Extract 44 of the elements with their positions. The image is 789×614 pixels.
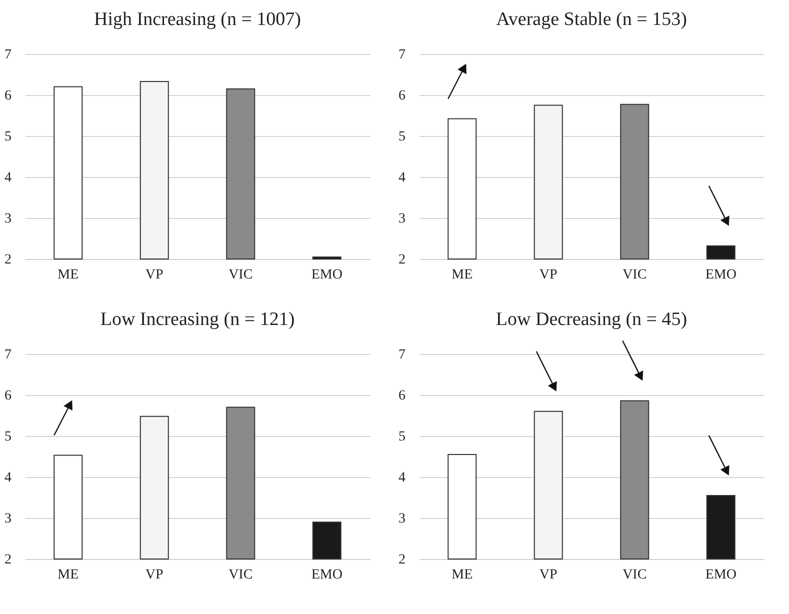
x-tick-label: VP	[539, 568, 558, 582]
chart-title: Low Decreasing (n = 45)	[496, 309, 688, 330]
x-tick-label: VP	[539, 268, 558, 282]
y-tick-label: 3	[398, 212, 406, 226]
x-tick-label: VIC	[228, 568, 253, 582]
y-tick-label: 4	[4, 170, 12, 186]
x-tick-label: ME	[58, 268, 79, 282]
y-tick-label: 2	[398, 252, 406, 268]
y-tick-label: 4	[398, 470, 406, 486]
x-tick-label: EMO	[311, 568, 342, 582]
x-tick-label: ME	[452, 568, 473, 582]
x-tick-label: EMO	[705, 568, 736, 582]
y-tick-label: 2	[4, 552, 12, 568]
y-tick-label: 7	[4, 48, 12, 62]
x-tick-label: VP	[145, 268, 164, 282]
y-tick-label: 6	[398, 388, 406, 404]
x-tick-label: VIC	[228, 268, 253, 282]
y-tick-label: 6	[4, 88, 12, 104]
x-tick-label: VIC	[622, 568, 647, 582]
y-tick-label: 3	[4, 512, 12, 526]
x-tick-label: EMO	[705, 268, 736, 282]
x-tick-label: VIC	[622, 268, 647, 282]
y-tick-label: 5	[4, 130, 12, 144]
chart-title: High Increasing (n = 1007)	[94, 9, 301, 30]
y-tick-label: 7	[398, 348, 406, 362]
chart-title: Low Increasing (n = 121)	[100, 309, 295, 330]
chart-title: Average Stable (n = 153)	[496, 9, 687, 30]
x-tick-label: VP	[145, 568, 164, 582]
y-tick-label: 6	[4, 388, 12, 404]
y-tick-label: 4	[4, 470, 12, 486]
x-tick-label: ME	[452, 268, 473, 282]
y-tick-label: 3	[4, 212, 12, 226]
x-tick-label: ME	[58, 568, 79, 582]
y-tick-label: 2	[4, 252, 12, 268]
y-tick-label: 5	[398, 130, 406, 144]
y-tick-label: 7	[398, 48, 406, 62]
x-tick-label: EMO	[311, 268, 342, 282]
y-tick-label: 6	[398, 88, 406, 104]
y-tick-label: 5	[4, 430, 12, 444]
y-tick-label: 4	[398, 170, 406, 186]
y-tick-label: 3	[398, 512, 406, 526]
y-tick-label: 2	[398, 552, 406, 568]
y-tick-label: 7	[4, 348, 12, 362]
y-tick-label: 5	[398, 430, 406, 444]
